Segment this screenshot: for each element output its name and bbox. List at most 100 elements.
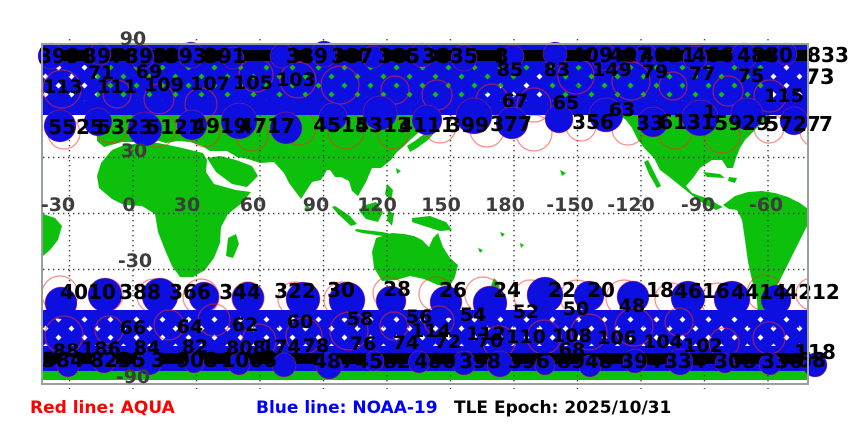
orbit-number-label: 4919 xyxy=(192,114,248,138)
orbit-number-label: 77 xyxy=(689,63,715,85)
orbit-number-label: 104 xyxy=(643,331,683,353)
orbit-number-label: 60 xyxy=(287,311,313,333)
orbit-number-label: 118 xyxy=(794,340,836,364)
orbit-number-label: 395 xyxy=(125,44,167,68)
orbit-number-label: 62 xyxy=(232,314,258,336)
orbit-number-label: 67 xyxy=(502,90,528,112)
orbit-number-label: 74 xyxy=(393,332,419,354)
longitude-label: -90 xyxy=(681,194,715,216)
orbit-number-label: 4414 xyxy=(731,280,787,304)
orbit-number-label: 28 xyxy=(383,277,411,301)
orbit-number-label: 105 xyxy=(233,72,273,94)
latitude-label: 90 xyxy=(120,28,146,50)
legend-red-aqua: Red line: AQUA xyxy=(30,398,175,418)
orbit-number-label: 3 xyxy=(151,348,165,372)
longitude-label: 120 xyxy=(357,194,397,216)
orbit-number-label: 75 xyxy=(738,65,764,87)
orbit-number-label: 69 xyxy=(136,61,162,83)
longitude-label: -120 xyxy=(607,194,655,216)
orbit-number-label: 4031 xyxy=(640,43,696,67)
orbit-number-label: 487 xyxy=(313,349,355,373)
orbit-number-label: 102 xyxy=(683,335,723,357)
orbit-number-label: 88 xyxy=(53,340,79,362)
longitude-label: -150 xyxy=(546,194,594,216)
orbit-number-label: 391 xyxy=(204,44,246,68)
orbit-number-label: 334 xyxy=(664,349,706,373)
orbit-number-label: 356 xyxy=(572,110,614,134)
orbit-number-label: 68 xyxy=(559,339,585,361)
orbit-number-label: 6131 xyxy=(659,110,715,134)
orbit-number-label: 66 xyxy=(120,317,146,339)
orbit-number-label: 58 xyxy=(798,348,826,372)
orbit-number-label: 174 xyxy=(261,336,301,358)
orbit-number-label: 22 xyxy=(548,278,576,302)
orbit-number-label: 4616 xyxy=(674,279,730,303)
orbit-number-label: 112 xyxy=(466,323,506,345)
orbit-number-label: 4212 xyxy=(784,280,840,304)
plot-border xyxy=(41,43,809,385)
latitude-label: -30 xyxy=(118,250,152,272)
orbit-number-label: 808 xyxy=(226,337,266,359)
orbit-number-label: 108 xyxy=(552,325,592,347)
longitude-label: -60 xyxy=(749,194,783,216)
orbit-number-label: 389 xyxy=(286,44,328,68)
orbit-number-label: 4880 xyxy=(737,43,793,67)
orbit-number-label: 5929 xyxy=(714,111,770,135)
latitude-label: 30 xyxy=(121,140,147,162)
orbit-number-label: 387 xyxy=(331,44,373,68)
orbit-number-label: 8948 xyxy=(557,349,613,373)
orbit-number-label: 20 xyxy=(587,278,615,302)
legend-blue-noaa19: Blue line: NOAA-19 xyxy=(256,398,438,418)
orbit-number-label: 8235 xyxy=(90,348,146,372)
orbit-number-label: 388 xyxy=(119,280,161,304)
orbit-number-label: 109 xyxy=(144,74,184,96)
orbit-number-label: 58 xyxy=(347,308,373,330)
orbit-number-label: 5121 xyxy=(146,115,202,139)
orbit-number-label: 7 xyxy=(819,112,833,136)
orbit-number-label: 4313 xyxy=(355,113,411,137)
orbit-number-label: 50 xyxy=(563,298,589,320)
orbit-number-label: 54 xyxy=(460,304,486,326)
orbit-number-label: 72 xyxy=(435,331,461,353)
orbit-number-label: 83 xyxy=(544,59,570,81)
orbit-number-label: 396 xyxy=(508,349,550,373)
orbit-number-label: 82 xyxy=(182,336,208,358)
orbit-number-label: 24 xyxy=(493,278,521,302)
orbit-number-label: 111 xyxy=(97,76,137,98)
orbit-number-label: 65 xyxy=(553,92,579,114)
longitude-label: 180 xyxy=(485,194,525,216)
orbit-number-label: 73 xyxy=(805,65,834,89)
orbit-number-label: 833 xyxy=(807,43,849,67)
orbit-number-label: 377 xyxy=(490,112,532,136)
latitude-label: -90 xyxy=(116,366,150,388)
orbit-number-label: 344 xyxy=(219,280,261,304)
longitude-label: 90 xyxy=(303,194,329,216)
orbit-number-label: 26 xyxy=(439,278,467,302)
orbit-number-label: 110 xyxy=(506,326,546,348)
orbit-number-label: 5323 xyxy=(97,115,153,139)
orbit-number-label: 4717 xyxy=(239,114,295,138)
orbit-number-label: 385 xyxy=(378,44,420,68)
orbit-number-label: 5727 xyxy=(765,112,821,136)
orbit-number-label: 384 xyxy=(42,348,84,372)
orbit-number-label: 1 xyxy=(703,101,716,123)
orbit-number-label: 3 xyxy=(495,44,509,68)
orbit-number-label: 322 xyxy=(274,279,316,303)
orbit-number-label: 113 xyxy=(43,76,83,98)
longitude-label: -30 xyxy=(41,194,75,216)
orbit-number-label: 399 xyxy=(447,113,489,137)
orbit-number-label: 115 xyxy=(764,85,804,107)
orbit-number-label: 5525 xyxy=(48,115,104,139)
orbit-number-label: 79 xyxy=(642,61,668,83)
orbit-number-label: 399 xyxy=(38,44,80,68)
orbit-number-label: 84 xyxy=(134,337,160,359)
orbit-number-label: 366 xyxy=(169,280,211,304)
orbit-number-label: 71 xyxy=(88,62,114,84)
orbit-number-label: 106 xyxy=(597,327,637,349)
longitude-label: 0 xyxy=(122,194,135,216)
orbit-number-label: 393 xyxy=(165,44,207,68)
orbit-number-label: 4582 xyxy=(355,349,411,373)
